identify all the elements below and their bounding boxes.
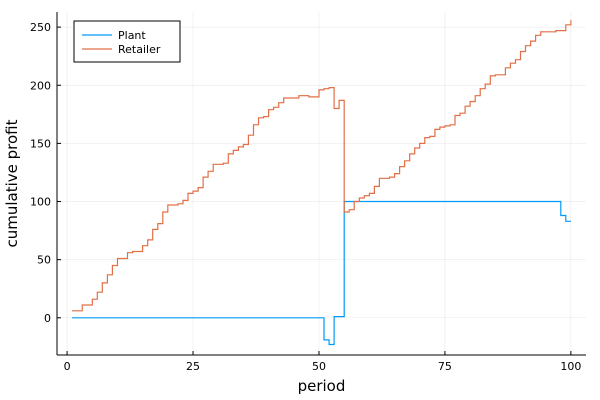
y-tick-label: 50: [37, 254, 51, 267]
series-lines: [72, 20, 572, 346]
x-axis-label: period: [298, 377, 346, 395]
y-tick-label: 100: [30, 196, 51, 209]
x-tick-label: 25: [186, 360, 200, 373]
y-tick-label: 0: [44, 312, 51, 325]
grid-lines: [57, 12, 586, 355]
y-tick-label: 150: [30, 137, 51, 150]
y-tick-label: 250: [30, 21, 51, 34]
legend-box: [73, 20, 181, 63]
legend-label: Plant: [118, 29, 146, 42]
x-tick-label: 50: [312, 360, 326, 373]
y-axis-label: cumulative profit: [3, 119, 21, 247]
x-axis-ticks: 0 25 50 75 100: [64, 351, 581, 373]
x-tick-label: 75: [438, 360, 452, 373]
axes-frame: [56, 12, 586, 356]
y-tick-label: 200: [30, 79, 51, 92]
y-axis-ticks: 0 50 100 150 200 250: [30, 21, 61, 325]
series-line-retailer: [72, 20, 572, 312]
series-line-plant: [72, 200, 571, 346]
x-tick-label: 100: [560, 360, 581, 373]
legend-label: Retailer: [118, 43, 161, 56]
x-tick-label: 0: [64, 360, 71, 373]
